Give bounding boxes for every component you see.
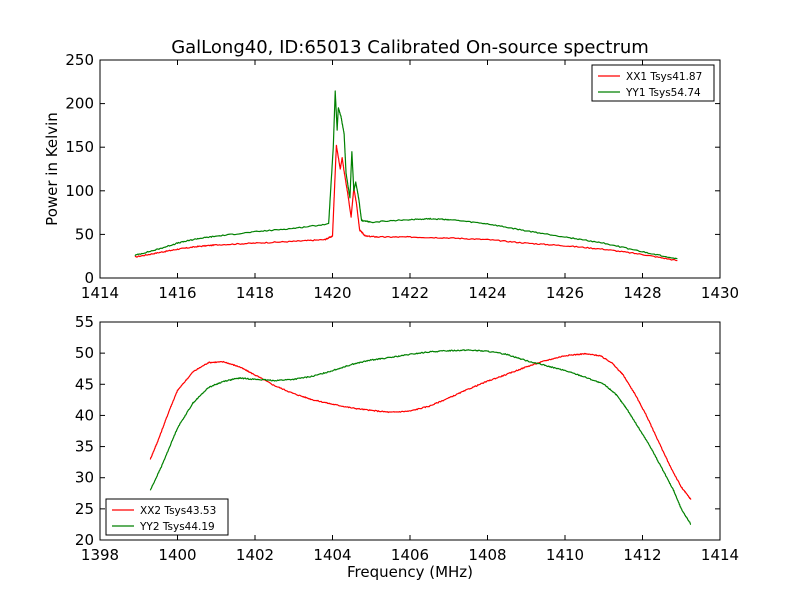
x-tick-label: 1402 (236, 546, 274, 564)
top-panel: 1414 1416 1418 1420 1422 1424 1426 1428 1430 0 50 1… (43, 51, 739, 302)
x-tick-label: 1424 (468, 284, 506, 302)
legend-label: XX2 Tsys43.53 (140, 505, 216, 517)
series-line-xx1-tsys41-87 (134, 144, 678, 262)
x-axis-label: Frequency (MHz) (347, 563, 473, 581)
y-tick-label: 25 (75, 500, 94, 518)
y-tick-label: 55 (75, 313, 94, 331)
x-tick-label: 1420 (313, 284, 351, 302)
x-tick-label: 1408 (468, 546, 506, 564)
y-tick-label: 50 (75, 344, 94, 362)
x-tick-label: 1412 (623, 546, 661, 564)
series-line-yy1-tsys54-74 (134, 90, 678, 260)
legend-box (105, 498, 229, 536)
x-tick-label: 1410 (546, 546, 584, 564)
x-tick-label: 1406 (391, 546, 429, 564)
y-tick-label: 0 (84, 269, 94, 287)
x-tick-label: 1414 (701, 546, 739, 564)
x-tick-label: 1426 (546, 284, 584, 302)
bottom-panel: 1398 1400 1402 1404 1406 1408 1410 1412 1414 20 25… (75, 313, 739, 581)
x-tick-label: 1398 (81, 546, 119, 564)
x-tick-label: 1428 (623, 284, 661, 302)
legend: XX2 Tsys43.53 YY2 Tsys44.19 (105, 498, 229, 536)
y-tick-label: 30 (75, 469, 94, 487)
y-tick-label: 35 (75, 438, 94, 456)
y-tick-label: 20 (75, 531, 94, 549)
legend-label: YY1 Tsys54.74 (625, 87, 701, 99)
y-tick-label: 250 (65, 51, 94, 69)
x-tick-label: 1430 (701, 284, 739, 302)
y-tick-label: 40 (75, 406, 94, 424)
y-tick-label: 45 (75, 375, 94, 393)
series-line-xx2-tsys43-53 (149, 352, 692, 500)
y-tick-label: 200 (65, 95, 94, 113)
y-axis-label: Power in Kelvin (43, 112, 61, 226)
y-tick-label: 150 (65, 138, 94, 156)
series-line-yy2-tsys44-19 (149, 349, 692, 526)
x-tick-label: 1418 (236, 284, 274, 302)
y-tick-label: 50 (75, 225, 94, 243)
legend-label: XX1 Tsys41.87 (626, 71, 702, 83)
x-tick-label: 1404 (313, 546, 351, 564)
chart-title: GalLong40, ID:65013 Calibrated On-source… (171, 37, 649, 58)
y-tick-label: 100 (65, 182, 94, 200)
x-tick-label: 1416 (158, 284, 196, 302)
legend-box (591, 64, 715, 102)
x-tick-label: 1400 (158, 546, 196, 564)
x-tick-label: 1414 (81, 284, 119, 302)
legend: XX1 Tsys41.87 YY1 Tsys54.74 (591, 64, 715, 102)
legend-label: YY2 Tsys44.19 (139, 521, 215, 533)
x-tick-label: 1422 (391, 284, 429, 302)
